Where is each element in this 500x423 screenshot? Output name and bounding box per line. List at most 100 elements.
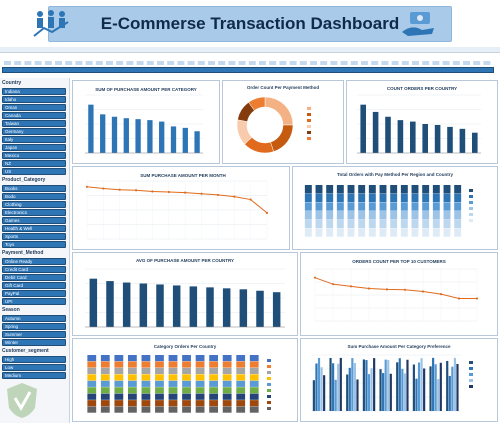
bar — [412, 364, 415, 411]
stacked-segment — [195, 355, 205, 362]
slicer-item-payment[interactable]: Online Ready — [2, 258, 66, 265]
cash-hand-icon — [402, 12, 434, 36]
chart-sum-by-category-pref[interactable] — [301, 339, 497, 421]
data-point — [265, 211, 269, 214]
bar — [348, 367, 351, 411]
stacked-segment — [127, 361, 137, 368]
slicer-item-customer_segment[interactable]: Medium — [2, 372, 66, 379]
slicer-item-country[interactable]: Taiwan — [2, 120, 66, 127]
pie-slice — [248, 96, 266, 111]
stacked-segment — [249, 406, 259, 413]
stacked-segment — [315, 211, 323, 220]
timeline-tick — [412, 61, 419, 65]
bar — [372, 111, 379, 153]
slicer-item-payment[interactable]: PayPal — [2, 290, 66, 297]
filter-strip[interactable] — [0, 47, 500, 53]
stacked-segment — [400, 219, 408, 229]
slicer-panel: Country Indiana Idaho Oman Canada Taiwan Germa… — [0, 78, 70, 423]
timeline-tick — [320, 61, 328, 65]
stacked-segment — [400, 202, 408, 211]
slicer-item-country[interactable]: Italy — [2, 136, 66, 143]
stacked-segment — [155, 393, 164, 400]
bar — [317, 357, 321, 411]
slicer-item-customer_segment[interactable]: High — [2, 356, 66, 363]
stacked-segment — [168, 367, 178, 375]
bar — [123, 118, 129, 153]
stacked-segment — [209, 387, 219, 394]
timeline-tick — [371, 61, 379, 65]
bar — [135, 119, 141, 153]
slicer-item-country[interactable]: Indiana — [2, 88, 66, 95]
slicer-item-payment[interactable]: Gift Card — [2, 282, 66, 289]
bar — [451, 366, 454, 411]
stacked-segment — [315, 185, 323, 194]
slicer-item-category[interactable]: Health & Well — [2, 225, 66, 232]
bar — [362, 359, 365, 411]
chart-payment-donut[interactable] — [223, 81, 343, 163]
bar — [106, 281, 114, 327]
stacked-segment — [368, 211, 376, 220]
stacked-segment — [379, 211, 387, 220]
stacked-segment — [411, 202, 419, 211]
timeline-tick — [299, 61, 307, 65]
bar — [159, 121, 165, 153]
chart-sum-by-month[interactable] — [73, 167, 289, 249]
chart-category-per-country[interactable] — [73, 339, 297, 421]
slicer-item-category[interactable]: Bodo — [2, 193, 66, 200]
chart-orders-top-customers[interactable] — [301, 253, 497, 335]
timeline-bar[interactable] — [2, 67, 494, 73]
chart-avg-by-country[interactable] — [73, 253, 297, 335]
stacked-segment — [209, 361, 219, 368]
chart-sum-by-category[interactable] — [73, 81, 219, 163]
slicer-item-category[interactable]: Books — [2, 185, 66, 192]
slicer-item-season[interactable]: Autumn — [2, 315, 66, 322]
timeline-tick — [238, 61, 246, 65]
stacked-segment — [168, 393, 178, 400]
bar — [272, 292, 281, 327]
stacked-segment — [326, 219, 334, 229]
slicer-item-country[interactable]: Germany — [2, 128, 66, 135]
stacked-segment — [315, 193, 323, 203]
shield-logo-icon — [7, 383, 37, 418]
stacked-segment — [443, 211, 451, 220]
slicer-item-season[interactable]: Spring — [2, 323, 66, 330]
slicer-item-category[interactable]: Electronics — [2, 209, 66, 216]
bar — [156, 284, 164, 327]
stacked-segment — [141, 367, 151, 375]
slicer-item-country[interactable]: US — [2, 168, 66, 175]
slicer-item-customer_segment[interactable]: Low — [2, 364, 66, 371]
slicer-item-category[interactable]: Games — [2, 217, 66, 224]
slicer-item-country[interactable]: Oman — [2, 104, 66, 111]
stacked-segment — [379, 202, 387, 211]
slicer-item-payment[interactable]: Debit Card — [2, 274, 66, 281]
stacked-segment — [443, 193, 451, 203]
chart-pay-region-country[interactable] — [293, 167, 497, 249]
slicer-item-country[interactable]: Japan — [2, 144, 66, 151]
stacked-segment — [209, 400, 219, 407]
slicer-item-category[interactable]: Clothing — [2, 201, 66, 208]
stacked-segment — [155, 380, 164, 387]
stacked-segment — [400, 185, 408, 194]
bar — [382, 373, 385, 411]
stacked-segment — [236, 406, 246, 413]
slicer-item-season[interactable]: Summer — [2, 331, 66, 338]
stacked-segment — [195, 380, 205, 387]
slicer-item-payment[interactable]: Credit Card — [2, 266, 66, 273]
stacked-segment — [236, 355, 246, 362]
timeline-tick — [95, 61, 103, 65]
slicer-item-payment[interactable]: UPI — [2, 298, 66, 305]
slicer-item-category[interactable]: Toys — [2, 241, 66, 248]
bar — [396, 362, 399, 411]
slicer-item-season[interactable]: Winter — [2, 339, 66, 346]
chart-count-by-country[interactable] — [347, 81, 497, 163]
slicer-item-country[interactable]: Idaho — [2, 96, 66, 103]
bar — [222, 288, 231, 327]
timeline-tick — [75, 61, 83, 65]
slicer-item-country[interactable]: Canada — [2, 112, 66, 119]
stacked-segment — [347, 228, 355, 237]
slicer-item-category[interactable]: Sports — [2, 233, 66, 240]
stacked-segment — [209, 374, 219, 381]
stacked-segment — [422, 219, 430, 229]
slicer-item-country[interactable]: NZ — [2, 160, 66, 167]
slicer-item-country[interactable]: Mexico — [2, 152, 66, 159]
